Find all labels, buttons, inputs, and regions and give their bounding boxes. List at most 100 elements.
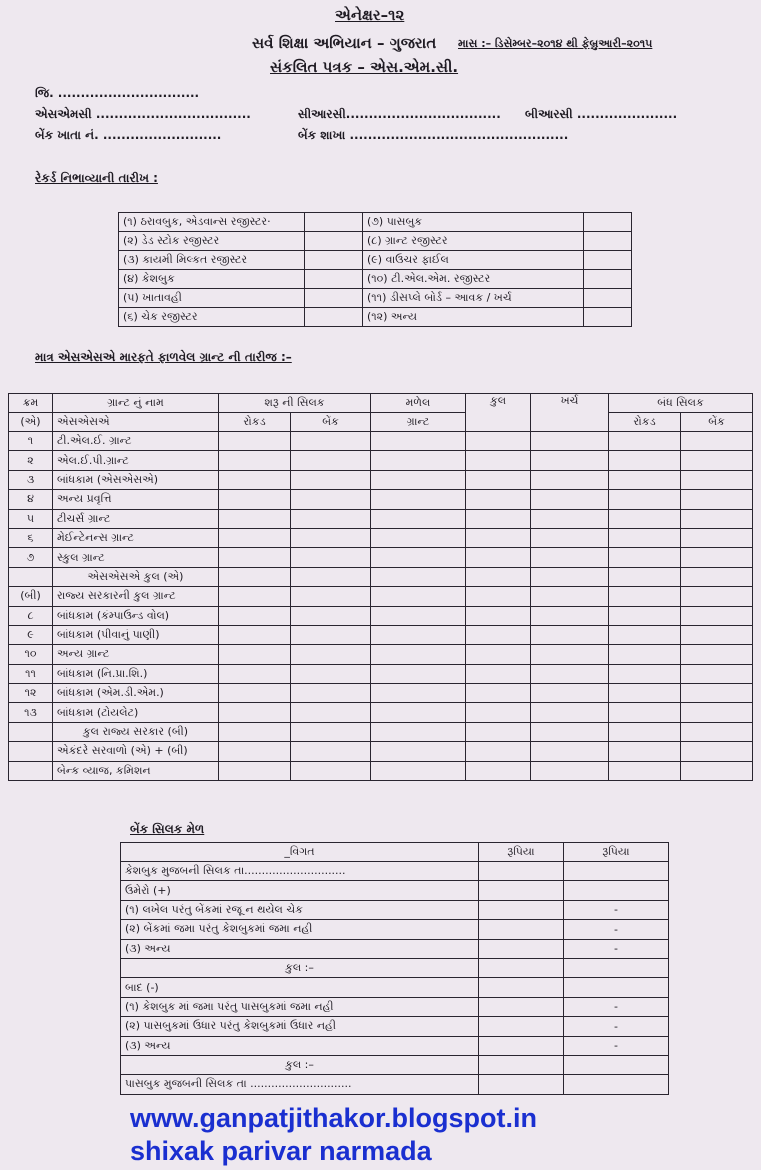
grant-value-cell xyxy=(679,469,754,491)
record-row: (૪) કેશબુક (૧૦) ટી.એલ.એમ. રજીસ્ટર xyxy=(118,269,632,289)
grant-name: અન્ય પ્રવૃત્તિ xyxy=(52,489,219,510)
reconciliation-detail: કુલ :– xyxy=(120,1054,479,1076)
grant-value-cell xyxy=(465,663,531,685)
grant-value-cell xyxy=(530,760,609,782)
reconciliation-detail: (૨) બેંકમાં જમા પરંતુ કેશબુકમાં જમા નહી xyxy=(120,919,479,940)
grant-value-cell xyxy=(290,586,371,607)
grant-value-cell xyxy=(290,683,371,704)
header-detail: _વિગત xyxy=(120,842,479,862)
grant-value-cell xyxy=(530,644,609,665)
grant-value-cell xyxy=(530,702,609,723)
grant-value-cell xyxy=(290,605,371,626)
header-opening: શરૂ ની સિલક xyxy=(218,393,371,413)
reconciliation-detail: (૨) પાસબુકમાં ઉધાર પરંતુ કેશબુકમાં ઉધાર … xyxy=(120,1016,479,1037)
grant-value-cell xyxy=(530,469,609,491)
reconciliation-row: (૨) બેંકમાં જમા પરંતુ કેશબુકમાં જમા નહી - xyxy=(120,919,669,940)
grant-value-cell xyxy=(679,741,754,762)
rupees-cell-2: - xyxy=(563,1016,669,1037)
grants-heading: માત્ર એસએસએ મારફતે ફાળવેલ ગ્રાન્ટ ની તાર… xyxy=(35,350,292,364)
grant-value-cell xyxy=(608,547,681,568)
grant-value-cell xyxy=(465,605,531,626)
record-label: (૭) પાસબુક xyxy=(362,212,584,232)
grant-number: ૭ xyxy=(8,547,53,568)
record-date-cell xyxy=(583,269,632,289)
grant-value-cell xyxy=(290,527,371,549)
grant-value-cell xyxy=(608,741,681,762)
grant-value-cell xyxy=(530,586,609,607)
record-date-cell xyxy=(583,250,632,270)
rupees-cell-2 xyxy=(563,1074,669,1095)
rupees-cell-2 xyxy=(563,860,669,882)
grant-value-cell xyxy=(679,702,754,723)
crc-field: સીઆરસી.................................. xyxy=(298,107,501,121)
grant-name: બાંધકામ (એસએસએ) xyxy=(52,469,219,491)
records-table: (૧) ઠરાવબુક, એડવાન્સ રજીસ્ટર· (૭) પાસબુક(… xyxy=(118,212,632,327)
reconciliation-row: પાસબુક મુજબની સિલક તા ..................… xyxy=(120,1074,669,1095)
grant-number xyxy=(8,741,53,762)
grant-value-cell xyxy=(370,721,466,743)
grant-value-cell xyxy=(465,760,531,782)
rupees-cell-1 xyxy=(478,977,564,998)
grant-name: ટી.એલ.ઈ. ગ્રાન્ટ xyxy=(52,430,219,452)
grant-value-cell xyxy=(370,702,466,723)
reconciliation-row: કુલ :– xyxy=(120,1054,669,1076)
grant-name: એકંદરે સરવાળો (એ) + (બી) xyxy=(52,741,219,762)
grant-number xyxy=(8,721,53,743)
record-label: (૧૧) ડીસપ્લે બોર્ડ – આવક / ખર્ચ xyxy=(362,288,584,308)
record-label: (૧૨) અન્ય xyxy=(362,307,584,327)
reconciliation-row: (૩) અન્ય - xyxy=(120,938,669,959)
grant-number: ૫ xyxy=(8,508,53,529)
rupees-cell-2: - xyxy=(563,996,669,1018)
record-label: (૫) ખાતાવહી xyxy=(118,288,305,308)
rupees-cell-2 xyxy=(563,957,669,979)
grant-value-cell xyxy=(679,760,754,782)
grant-value-cell xyxy=(218,469,291,491)
section-a-no: (એ) xyxy=(8,412,53,432)
grant-value-cell xyxy=(370,430,466,452)
record-row: (૧) ઠરાવબુક, એડવાન્સ રજીસ્ટર· (૭) પાસબુક xyxy=(118,212,632,232)
grant-value-cell xyxy=(679,430,754,452)
header-closing: બંધ સિલક xyxy=(607,393,754,413)
grant-value-cell xyxy=(370,644,466,665)
grant-value-cell xyxy=(608,644,681,665)
grant-value-cell xyxy=(370,760,466,782)
period: માસ :– ડિસેમ્બર–૨૦૧૪ થી ફેબ્રુઆરી–૨૦૧૫ xyxy=(458,37,653,50)
grant-row: ૫ ટીચર્સ ગ્રાન્ટ xyxy=(8,508,754,529)
grant-value-cell xyxy=(608,760,681,782)
grant-value-cell xyxy=(218,741,291,762)
reconciliation-table: _વિગત રૂપિયા રૂપિયા કેશબુક મુજબની સિલક ત… xyxy=(120,842,669,1095)
record-date-cell xyxy=(304,250,363,270)
grant-number: ૪ xyxy=(8,489,53,510)
grant-row: એકંદરે સરવાળો (એ) + (બી) xyxy=(8,741,754,762)
grant-value-cell xyxy=(465,702,531,723)
grant-value-cell xyxy=(608,683,681,704)
header-total: કુલ xyxy=(465,393,531,432)
reconciliation-row: કેશબુક મુજબની સિલક તા...................… xyxy=(120,860,669,882)
grant-row: ૯ બાંધકામ (પીવાનું પાણી) xyxy=(8,624,754,646)
grant-row: ૬ મેઈન્ટેનન્સ ગ્રાન્ટ xyxy=(8,527,754,549)
grant-value-cell xyxy=(218,489,291,510)
grant-value-cell xyxy=(679,644,754,665)
grant-value-cell xyxy=(608,450,681,471)
district-field: જિ. ............................... xyxy=(35,86,200,100)
grant-value-cell xyxy=(608,489,681,510)
grant-value-cell xyxy=(290,566,371,588)
record-date-cell xyxy=(583,212,632,232)
rupees-cell-1 xyxy=(478,880,564,901)
grant-value-cell xyxy=(290,741,371,762)
grant-value-cell xyxy=(679,605,754,626)
rupees-cell-1 xyxy=(478,860,564,882)
grant-value-cell xyxy=(608,469,681,491)
org-name: સર્વ શિક્ષા અભિયાન – ગુજરાત xyxy=(252,34,437,52)
grant-name: બાંધકામ (કંમ્પાઉન્ડ વોલ) xyxy=(52,605,219,626)
footer-url: www.ganpatjithakor.blogspot.in xyxy=(130,1103,538,1133)
rupees-cell-1 xyxy=(478,1035,564,1056)
grant-value-cell xyxy=(218,527,291,549)
grant-value-cell xyxy=(679,663,754,685)
grant-value-cell xyxy=(465,547,531,568)
grant-value-cell xyxy=(290,489,371,510)
record-date-cell xyxy=(304,269,363,289)
grant-value-cell xyxy=(370,469,466,491)
reconciliation-detail: (૩) અન્ય xyxy=(120,1035,479,1056)
rupees-cell-1 xyxy=(478,996,564,1018)
